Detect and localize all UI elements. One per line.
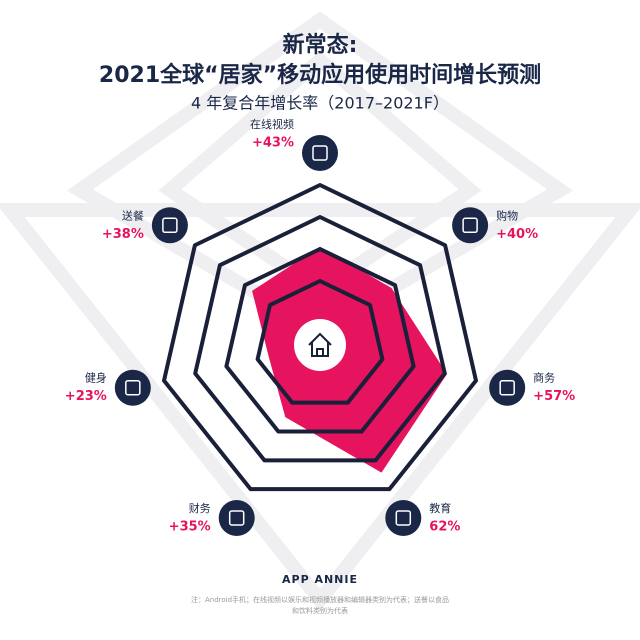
value-label: +23% (65, 389, 107, 404)
footnote: 和饮料类别为代表 (292, 606, 348, 615)
value-label: 62% (429, 519, 460, 534)
icon-glyph (499, 379, 515, 396)
icon-circle (151, 207, 188, 244)
icon-glyph (228, 510, 245, 526)
category-label: 在线视频 (250, 117, 294, 131)
ring (224, 247, 416, 434)
icon-circle (114, 369, 151, 406)
home-icon (308, 332, 332, 357)
ring (193, 215, 447, 463)
icon-glyph (162, 217, 178, 234)
value-label: +57% (533, 389, 575, 404)
value-label: +35% (169, 519, 211, 534)
icon-circle (489, 369, 526, 406)
category-label: 送餐 (122, 208, 144, 222)
chart-title: 2021全球“居家”移动应用使用时间增长预测 (99, 62, 541, 88)
icon-glyph (312, 145, 328, 161)
value-label: +43% (252, 136, 294, 151)
icon-circle (452, 207, 489, 244)
brand: APP ANNIE (282, 573, 358, 586)
value-label: +38% (102, 227, 144, 242)
icon-circle (385, 499, 422, 536)
icon-glyph (125, 379, 141, 396)
center-circle (294, 319, 346, 371)
icon-circle (218, 499, 255, 536)
ring (162, 183, 478, 492)
category-label: 健身 (85, 371, 107, 385)
category-label: 财务 (189, 501, 211, 515)
category-label: 教育 (429, 501, 451, 515)
icon-circle (302, 135, 338, 171)
chart-title: 新常态: (283, 32, 358, 58)
category-label: 购物 (496, 208, 518, 222)
chart-subtitle: 4 年复合年增长率（2017–2021F） (191, 94, 449, 113)
ring (255, 279, 385, 405)
category-label: 商务 (533, 371, 555, 385)
icon-glyph (462, 217, 478, 234)
icon-glyph (395, 510, 412, 526)
value-label: +40% (496, 227, 538, 242)
footnote: 注：Android手机；在线视频以娱乐和视频播放器和编辑器类别为代表；送餐以食品 (191, 595, 449, 604)
